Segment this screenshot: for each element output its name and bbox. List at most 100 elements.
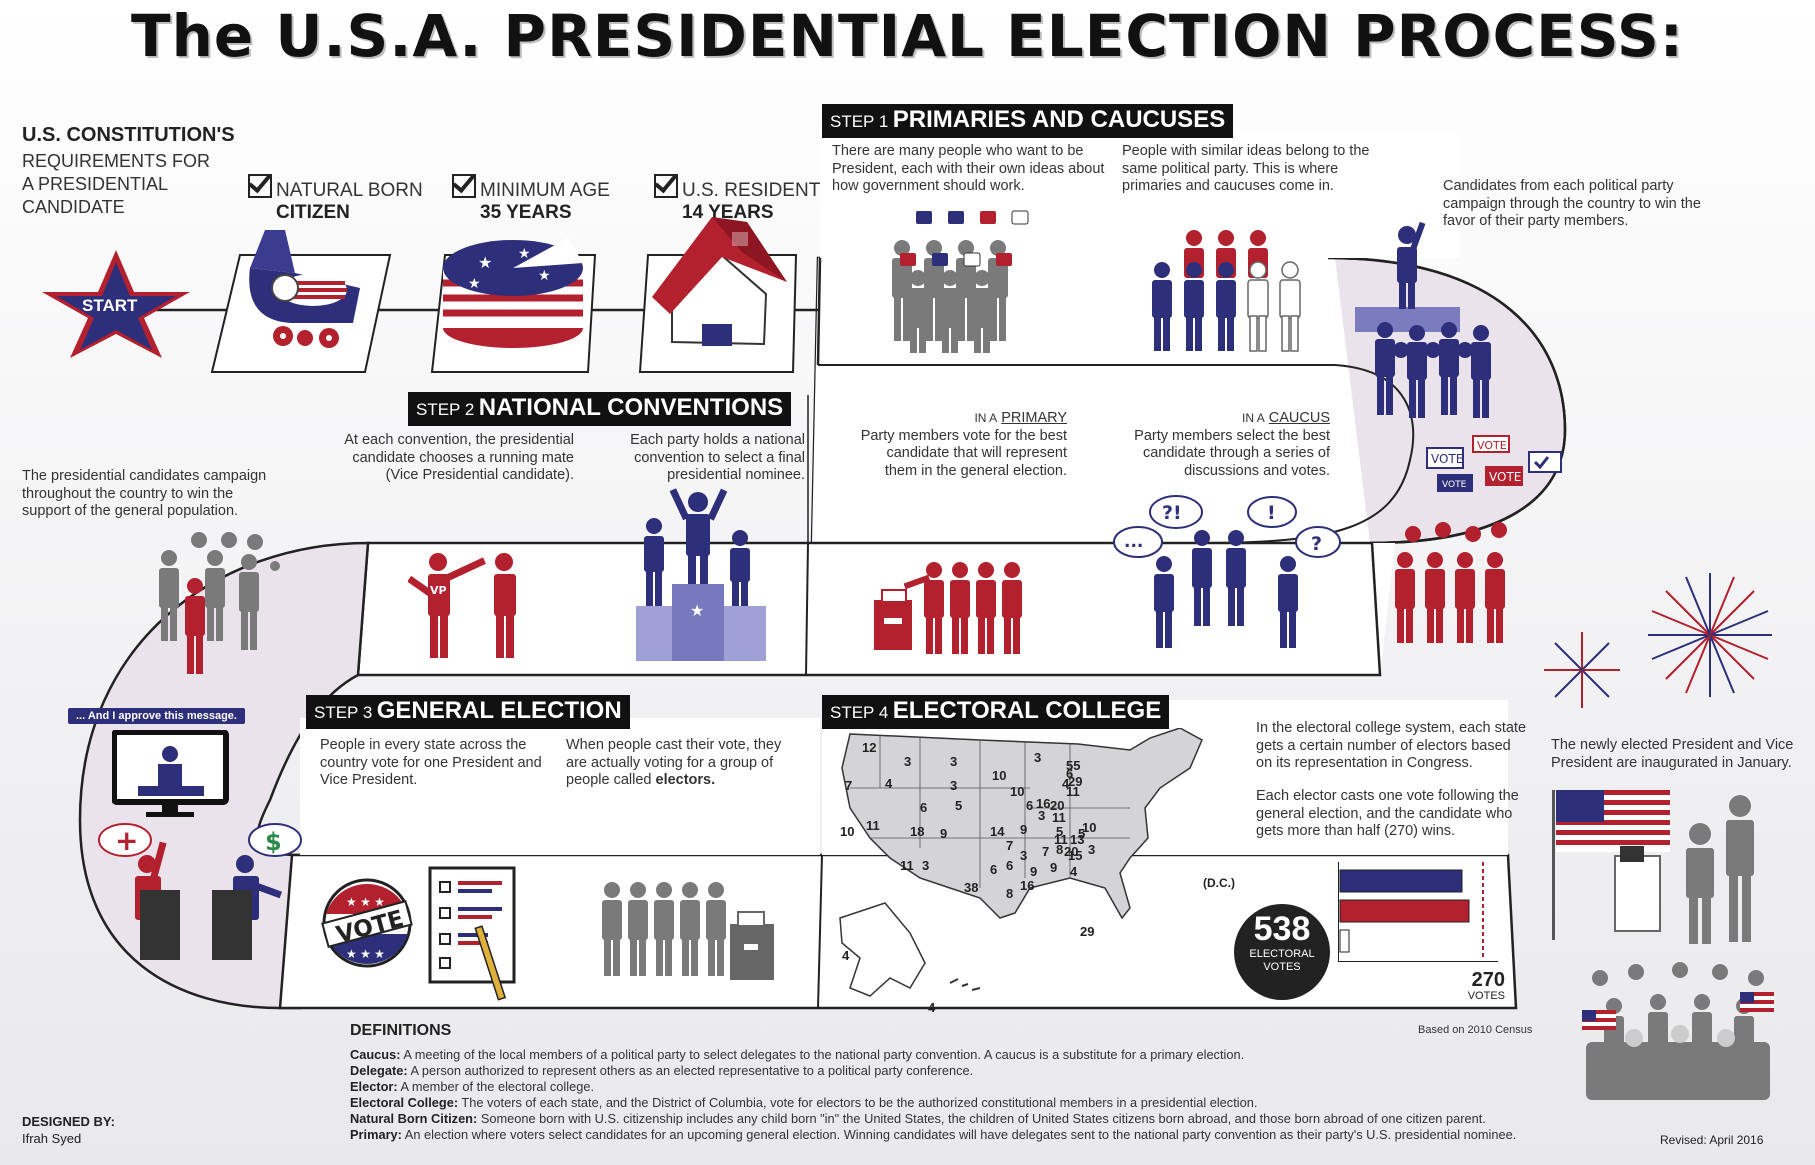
step2-text-b: Each party holds a national convention t… (630, 432, 805, 483)
state-electoral-count: 6 (1066, 766, 1074, 781)
svg-text:★: ★ (518, 245, 531, 261)
bubble-text: ?! (1162, 502, 1182, 524)
state-electoral-count: 9 (1050, 860, 1058, 875)
dc-label: (D.C.) (1203, 876, 1235, 890)
house-icon (652, 217, 787, 346)
state-electoral-count: 7 (1006, 838, 1014, 853)
inauguration-text: The newly elected President and Vice Pre… (1551, 737, 1794, 771)
map-electoral-numbers: 12 7 3 3 4 10 3 6 5 3 10 16 20 4 11 29 6 55 6 9 10 11 18 14 7 3 11… (830, 728, 1220, 1015)
us-map-icon (839, 728, 1203, 997)
primary-label: PRIMARY (1001, 410, 1067, 426)
requirements-subheading: REQUIREMENTS FOR A PRESIDENTIAL CANDIDAT… (22, 151, 211, 217)
state-electoral-count: 7 (1042, 844, 1050, 859)
state-electoral-count: 3 (1038, 808, 1046, 823)
ballot-icon (428, 866, 516, 1001)
svg-text:★ ★ ★: ★ ★ ★ (346, 947, 385, 961)
definition-item: Elector: A member of the electoral colle… (350, 1079, 594, 1094)
state-electoral-count: 11 (866, 818, 880, 833)
sign-text: VOTE (1442, 480, 1467, 490)
definition-item: Natural Born Citizen: Someone born with … (350, 1111, 1486, 1126)
step4-text-a: In the electoral college system, each st… (1256, 720, 1527, 771)
bar-empty (1339, 929, 1350, 953)
sign-text: VOTE (1431, 452, 1463, 466)
state-electoral-count: 16 (1020, 878, 1035, 893)
state-electoral-count: 16 (1036, 796, 1051, 811)
step2-text-a: At each convention, the presidential can… (344, 432, 574, 483)
baby-carriage-icon (249, 230, 360, 348)
bubble-text: ? (1311, 533, 1322, 555)
bar-red (1339, 899, 1470, 923)
television-icon (112, 730, 229, 817)
inauguration-icon (1552, 790, 1754, 944)
state-electoral-count: 4 (885, 776, 893, 791)
vp-handshake-icon: VP (408, 553, 516, 658)
state-electoral-count: 55 (1066, 758, 1081, 773)
state-electoral-count: 8 (1056, 842, 1064, 857)
step1-text-a: There are many people who want to be Pre… (832, 143, 1105, 194)
state-electoral-count: 3 (1034, 750, 1042, 765)
state-electoral-count: 4 (1070, 864, 1078, 879)
step4-text-b: Each elector casts one vote following th… (1256, 788, 1519, 839)
state-electoral-count: 13 (1070, 832, 1085, 847)
requirement-residency: U.S. RESIDENT 14 YEARS (654, 150, 820, 224)
step2-label: STEP 2 NATIONAL CONVENTIONS (408, 392, 792, 426)
definitions-heading: DEFINITIONS (350, 1022, 452, 1039)
checkmark-icon (452, 174, 476, 198)
debate-icon: + $ (98, 823, 302, 960)
state-electoral-count: 6 (1026, 798, 1034, 813)
state-electoral-count: 3 (950, 778, 958, 793)
state-electoral-count: 9 (940, 826, 948, 841)
state-electoral-count: 10 (1082, 820, 1097, 835)
state-electoral-count: 6 (990, 862, 998, 877)
state-electoral-count: 38 (964, 880, 979, 895)
state-electoral-count: 10 (840, 824, 855, 839)
state-electoral-count: 15 (1068, 848, 1083, 863)
caucus-text: Party members select the best candidate … (1134, 427, 1330, 479)
celebrating-crowd-icon (1582, 962, 1774, 1100)
step3-label: STEP 3 GENERAL ELECTION (306, 695, 630, 729)
ad-caption: ... And I approve this message. (68, 708, 245, 724)
state-electoral-count: 6 (920, 800, 928, 815)
threshold-block: 270 VOTES (1467, 969, 1505, 1002)
state-electoral-count: 10 (1010, 784, 1025, 799)
party-members-icon (1395, 522, 1507, 643)
general-voters-icon (602, 882, 774, 980)
state-electoral-count: 10 (992, 768, 1007, 783)
state-electoral-count: 7 (845, 778, 853, 793)
revised-date: Revised: April 2016 (1660, 1133, 1764, 1147)
step1-label: STEP 1 PRIMARIES AND CAUCUSES (822, 104, 1234, 138)
electoral-votes-badge (1234, 904, 1330, 1000)
state-electoral-count: 9 (1020, 822, 1028, 837)
state-electoral-count: 20 (1064, 844, 1079, 859)
vp-label: VP (430, 584, 447, 597)
state-electoral-count: 11 (1066, 784, 1080, 799)
electoral-bar-chart (1338, 862, 1498, 962)
caucus-block: IN A CAUCUS Party members select the bes… (1128, 410, 1330, 480)
step3-text-b: When people cast their vote, they are ac… (566, 737, 782, 788)
definition-item: Electoral College: The voters of each st… (350, 1095, 1258, 1110)
campaign-crowd-icon (159, 532, 280, 674)
state-electoral-count: 3 (1088, 842, 1096, 857)
primary-voters-icon (874, 562, 1022, 654)
requirements-heading: U.S. CONSTITUTION'S (22, 124, 235, 146)
caucus-discussion-icon: ?! ! ... ? (1113, 495, 1341, 648)
state-electoral-count: 6 (1006, 858, 1014, 873)
definitions-list: Caucus: A meeting of the local members o… (350, 1047, 1680, 1143)
start-star-icon (42, 250, 190, 358)
designed-by-label: DESIGNED BY: (22, 1114, 115, 1129)
sign-text: VOTE (1477, 439, 1507, 452)
electoral-total: 538 ELECTORAL VOTES (1249, 910, 1315, 973)
state-electoral-count: 3 (950, 754, 958, 769)
vote-button-icon: VOTE ★ ★ ★ ★ ★ ★ (321, 878, 413, 968)
bubble-text: ! (1267, 502, 1276, 524)
state-electoral-count: 18 (910, 824, 925, 839)
svg-text:★: ★ (690, 603, 704, 620)
state-electoral-count: 14 (990, 824, 1005, 839)
checkmark-icon (654, 174, 678, 198)
state-electoral-count: 5 (1078, 826, 1086, 841)
state-electoral-count: 12 (862, 740, 877, 755)
state-electoral-count: 4 (1062, 776, 1070, 791)
step1-text-b: People with similar ideas belong to the … (1122, 143, 1370, 194)
state-electoral-count: 8 (1006, 886, 1014, 901)
fireworks-icon (1544, 573, 1772, 708)
